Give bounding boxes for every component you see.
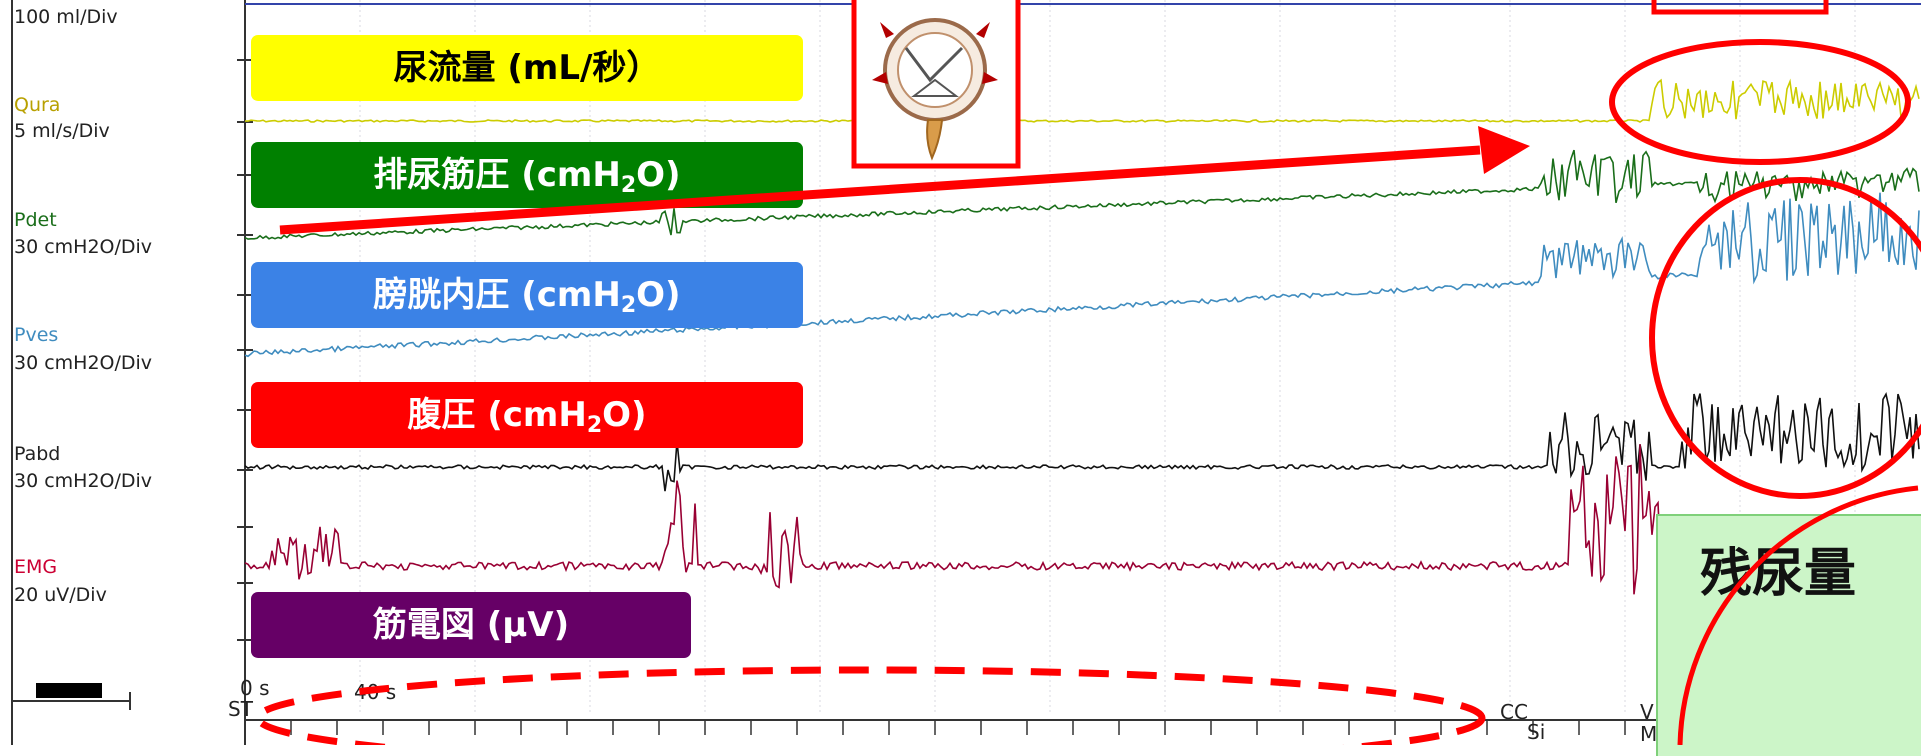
pves-name-label: Pves <box>14 324 59 346</box>
bladder-illustration-icon <box>872 18 998 161</box>
trend-arrow-head <box>1478 126 1530 174</box>
qura-trace <box>244 78 1920 123</box>
pves-badge-main: 膀胱内圧 (cmH <box>373 275 621 315</box>
residual-urine-label: 残尿量 <box>1700 544 1857 604</box>
time-start-label: 0 s <box>240 676 270 700</box>
pdet-name-label: Pdet <box>14 209 57 231</box>
volume-scale-label: 100 ml/Div <box>14 6 118 28</box>
trend-arrow <box>279 145 1481 235</box>
pdet-badge: 排尿筋圧 (cmH2O) <box>251 142 803 208</box>
time-st-label: ST <box>228 697 253 721</box>
pabd-badge-main: 腹圧 (cmH <box>407 395 587 435</box>
pabd-badge-sub: 2 <box>586 413 603 438</box>
time-v-label: V <box>1640 700 1654 724</box>
pves-trace <box>244 192 1920 358</box>
qura-name-label: Qura <box>14 94 61 116</box>
emg-badge: 筋電図 (µV) <box>251 592 691 658</box>
pves-badge-tail: O) <box>636 275 681 315</box>
emg-scale-label: 20 uV/Div <box>14 584 107 606</box>
top-right-marker <box>1651 0 1829 15</box>
chart-axes <box>11 0 1921 745</box>
flow-badge: 尿流量 (mL/秒） <box>251 35 803 101</box>
emg-trace <box>244 444 1920 595</box>
pabd-badge: 腹圧 (cmH2O) <box>251 382 803 448</box>
qura-scale-label: 5 ml/s/Div <box>14 120 110 142</box>
pressure-circle <box>1649 177 1921 499</box>
pabd-badge-tail: O) <box>602 395 647 435</box>
pdet-trace <box>244 149 1920 240</box>
pabd-name-label: Pabd <box>14 443 61 465</box>
emg-name-label: EMG <box>14 556 58 578</box>
pves-scale-label: 30 cmH2O/Div <box>14 352 153 374</box>
time-cc-label: CC <box>1500 700 1528 724</box>
pves-badge-sub: 2 <box>620 293 637 318</box>
pdet-scale-label: 30 cmH2O/Div <box>14 236 153 258</box>
scale-bar <box>36 683 102 698</box>
time-m-label: M <box>1640 722 1658 746</box>
pabd-scale-label: 30 cmH2O/Div <box>14 470 153 492</box>
time-range-ellipse <box>254 666 1486 745</box>
flow-badge-label: 尿流量 (mL/秒） <box>393 48 661 88</box>
pdet-badge-main: 排尿筋圧 (cmH <box>373 155 621 195</box>
residual-arc <box>1677 485 1919 745</box>
time-si-label: Si <box>1527 720 1546 744</box>
pves-badge: 膀胱内圧 (cmH2O) <box>251 262 803 328</box>
residual-urine-box <box>1656 514 1921 756</box>
pdet-badge-tail: O) <box>636 155 681 195</box>
flow-ellipse <box>1609 39 1911 165</box>
emg-badge-label: 筋電図 (µV) <box>372 605 570 645</box>
pdet-badge-sub: 2 <box>620 173 637 198</box>
